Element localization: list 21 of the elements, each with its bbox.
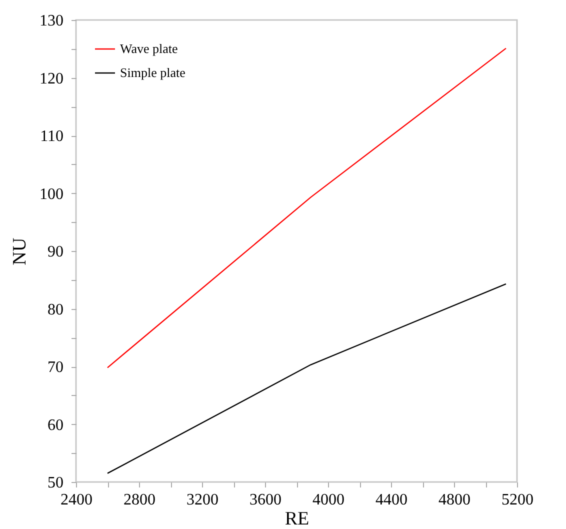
x-tick-label: 2800 — [124, 492, 156, 508]
x-tick-label: 4800 — [438, 492, 470, 508]
x-tick-label: 3200 — [186, 492, 218, 508]
x-axis-title: RE — [284, 508, 310, 529]
y-tick-label: 110 — [40, 128, 64, 145]
y-tick-label: 130 — [40, 12, 64, 30]
x-tick-label: 4400 — [376, 492, 408, 508]
x-tick-label: 3600 — [250, 492, 282, 508]
x-tick-label: 4000 — [312, 492, 344, 508]
y-tick-label: 100 — [40, 186, 64, 203]
y-tick-label: 50 — [48, 474, 64, 492]
legend-label: Wave plate — [120, 41, 178, 56]
x-tick-label: 2400 — [60, 492, 92, 508]
y-axis-title: NU — [10, 238, 30, 266]
legend-label: Simple plate — [120, 65, 186, 80]
y-tick-label: 120 — [40, 70, 64, 88]
y-tick-label: 70 — [48, 359, 64, 376]
y-tick-label: 60 — [48, 416, 64, 434]
x-tick-label: 5200 — [502, 492, 534, 508]
y-tick-label: 80 — [48, 301, 64, 318]
y-tick-label: 90 — [48, 244, 64, 260]
